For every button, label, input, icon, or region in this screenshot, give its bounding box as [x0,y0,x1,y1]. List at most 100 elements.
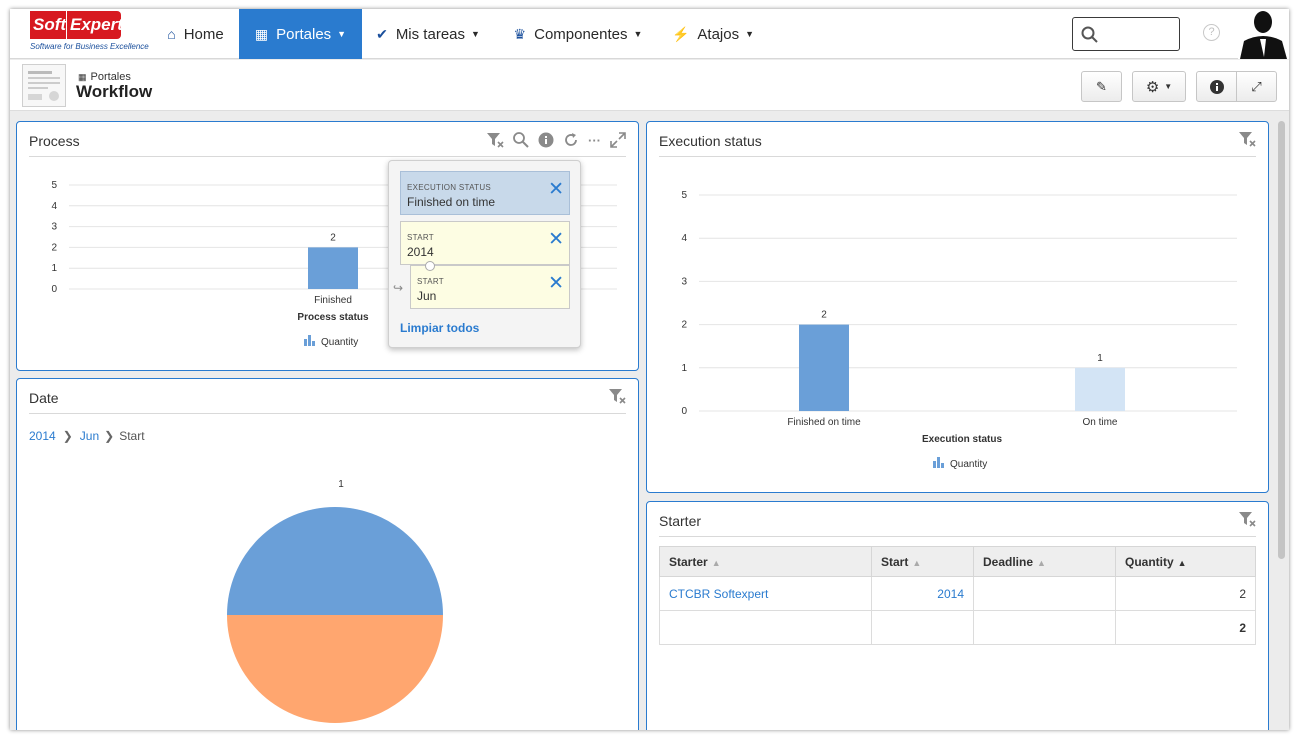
pie-slice [227,507,443,615]
column-header-quantity[interactable]: Quantity ▲ [1115,546,1256,577]
softexpert-logo[interactable]: Soft Expert Software for Business Excell… [30,11,149,57]
bar [799,324,849,411]
date-pie-chart: 1 [227,479,443,723]
expand-icon: ⤢ [1251,78,1262,94]
remove-filter-icon[interactable]: ✕ [548,273,564,294]
remove-filter-icon[interactable]: ✕ [548,229,564,250]
home-icon: ⌂ [167,26,176,42]
sort-icon: ▲︎ [711,557,721,568]
check-icon: ✔ [376,25,388,42]
bar [1075,367,1125,411]
edit-button[interactable]: ✎ [1081,71,1122,102]
dashboard-icon: ▦ [254,25,269,42]
caret-down-icon: ▼ [471,29,480,39]
filter-clear-icon[interactable] [1239,132,1256,147]
legend-bar-icon [937,457,940,468]
nav-atajos[interactable]: ⚡ Atajos ▼ [671,25,755,43]
drill-level-month[interactable]: Jun [79,429,100,443]
pie-data-label: 1 [338,479,344,490]
filter-chip-execution-status[interactable]: EXECUTION STATUS Finished on time ✕ [400,171,570,215]
settings-button[interactable]: ⚙ ▼ [1132,71,1186,102]
cell-quantity-total: 2 [1115,610,1256,645]
legend-bar-icon [933,461,936,468]
filter-chip-start-month[interactable]: START Jun ✕ [410,265,570,309]
panel-title: Process [29,133,80,149]
top-navbar: Soft Expert Software for Business Excell… [10,9,1289,59]
bar-data-label: 1 [1097,353,1103,364]
filter-chip-start-year[interactable]: START 2014 ✕ [400,221,570,265]
y-tick-label: 1 [681,363,687,374]
bar-data-label: 2 [821,310,827,321]
expand-button[interactable]: ⤢ [1236,71,1277,102]
chevron-right-icon: ❯ [104,429,115,443]
bolt-icon: ⚡ [671,25,690,42]
legend-bar-icon [304,339,307,346]
column-header-start[interactable]: Start ▲︎ [871,546,974,577]
y-tick-label: 2 [51,242,57,253]
clear-all-link[interactable]: Limpiar todos [400,321,480,335]
caret-down-icon: ▼ [1164,82,1173,91]
pie-slice [227,615,443,723]
panel-title: Execution status [659,133,762,149]
y-tick-label: 1 [51,263,57,274]
x-tick-label: Finished [314,295,352,306]
nav-portales[interactable]: ▦ Portales ▼ [239,9,362,59]
y-tick-label: 0 [51,284,57,295]
zoom-icon[interactable] [513,132,529,148]
cell-starter[interactable]: CTCBR Softexpert [659,576,872,611]
search-input[interactable] [1072,17,1180,51]
filter-clear-icon[interactable] [487,132,504,148]
info-icon[interactable] [538,132,554,148]
search-icon [1081,26,1098,43]
cell-start[interactable]: 2014 [871,576,974,611]
y-tick-label: 3 [51,222,57,233]
more-icon[interactable]: ··· [588,132,601,148]
legend-bar-icon [312,341,315,346]
nav-home[interactable]: ⌂ Home [167,25,224,43]
column-header-deadline[interactable]: Deadline ▲︎ [973,546,1116,577]
legend-label: Quantity [950,459,987,470]
y-tick-label: 3 [681,276,687,287]
nav-mis-tareas[interactable]: ✔ Mis tareas ▼ [376,25,480,43]
legend-label: Quantity [321,337,358,348]
app-window: Soft Expert Software for Business Excell… [10,9,1289,730]
breadcrumb[interactable]: ▦ Portales [78,71,131,83]
x-tick-label: Finished on time [787,417,861,428]
sort-icon: ▲︎ [912,557,922,568]
cell-starter [659,610,872,645]
filter-clear-icon[interactable] [1239,512,1256,527]
gear-icon: ⚙ [1145,78,1160,96]
legend-bar-icon [941,463,944,468]
starter-table: Starter ▲︎ Start ▲︎ Deadline ▲︎ Quantity ▲ C… [659,546,1256,645]
y-tick-label: 4 [681,233,687,244]
info-button[interactable] [1196,71,1237,102]
panel-title: Starter [659,513,702,529]
column-header-starter[interactable]: Starter ▲︎ [659,546,872,577]
drill-level-current: Start [119,429,145,443]
bar [308,247,358,289]
nav-componentes[interactable]: ♛ Componentes ▼ [513,25,643,43]
cell-start [871,610,974,645]
page-title: Workflow [76,82,153,101]
scrollbar[interactable] [1278,121,1285,559]
maximize-icon[interactable] [610,132,626,148]
x-axis-title: Execution status [922,434,1002,445]
execution-status-panel: Execution status 0 1 2 3 4 5 2 Finished on time… [646,121,1269,493]
user-avatar[interactable] [1238,9,1289,59]
y-tick-label: 0 [681,406,687,417]
cell-deadline [973,610,1116,645]
filter-popover: EXECUTION STATUS Finished on time ✕ STAR… [388,160,581,348]
filter-clear-icon[interactable] [609,389,626,404]
drill-level-year[interactable]: 2014 [29,429,56,443]
x-tick-label: On time [1082,417,1117,428]
refresh-icon[interactable] [563,132,579,148]
sort-icon: ▲︎ [1037,557,1046,568]
cell-quantity: 2 [1115,576,1256,611]
help-icon[interactable]: ? [1203,24,1220,41]
table-row: CTCBR Softexpert 2014 2 [659,576,1256,611]
chip-connector [425,261,435,271]
portal-thumbnail [22,64,66,107]
remove-filter-icon[interactable]: ✕ [548,179,564,200]
dashboard-icon: ▦ [78,72,87,82]
caret-down-icon: ▼ [745,29,755,39]
